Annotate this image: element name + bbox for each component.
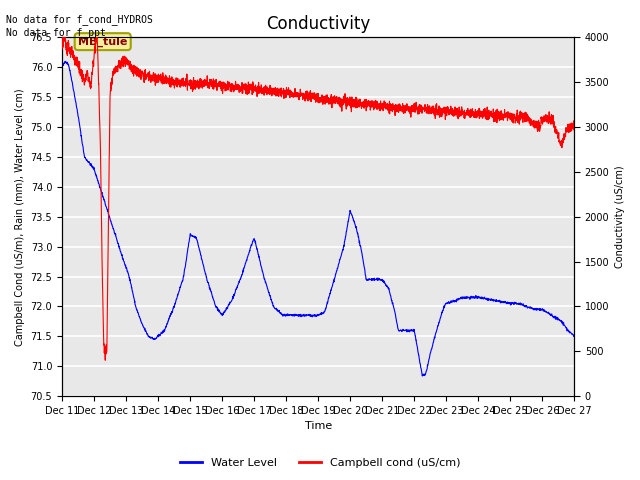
Legend: Water Level, Campbell cond (uS/cm): Water Level, Campbell cond (uS/cm) bbox=[175, 453, 465, 472]
X-axis label: Time: Time bbox=[305, 421, 332, 432]
Text: No data for f_cond_HYDROS
No data for f_ppt: No data for f_cond_HYDROS No data for f_… bbox=[6, 14, 153, 38]
Title: Conductivity: Conductivity bbox=[266, 15, 371, 33]
Y-axis label: Conductivity (uS/cm): Conductivity (uS/cm) bbox=[615, 166, 625, 268]
Text: MB_tule: MB_tule bbox=[78, 36, 127, 47]
Y-axis label: Campbell Cond (uS/m), Rain (mm), Water Level (cm): Campbell Cond (uS/m), Rain (mm), Water L… bbox=[15, 88, 25, 346]
